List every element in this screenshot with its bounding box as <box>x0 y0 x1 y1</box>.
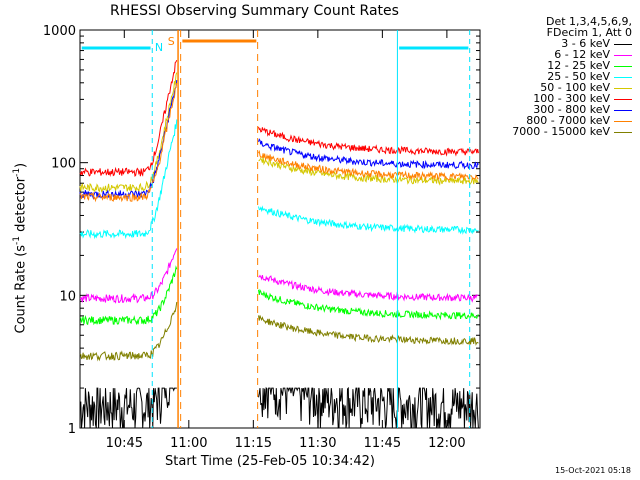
legend-item-label: 7000 - 15000 keV <box>512 125 610 138</box>
legend-item: 800 - 7000 keV <box>526 115 632 126</box>
legend-swatch <box>614 131 632 133</box>
series-line-pre <box>79 72 178 193</box>
x-tick-label: 12:00 <box>428 436 465 451</box>
series-line-pre <box>79 265 178 326</box>
series-line-post <box>258 315 479 346</box>
series-line-post <box>258 156 479 186</box>
legend-swatch <box>614 109 632 111</box>
series-line-pre <box>79 82 178 203</box>
legend-swatch <box>614 43 632 45</box>
legend-header: Det 1,3,4,5,6,9, <box>545 15 632 28</box>
legend-header: FDecim 1, Att 0 <box>546 26 632 39</box>
series-line-post <box>258 288 479 321</box>
series-line-post <box>258 274 479 303</box>
legend-item: 50 - 100 keV <box>540 82 632 93</box>
x-tick-label: 11:45 <box>364 436 401 451</box>
x-tick-label: 10:45 <box>106 436 143 451</box>
legend-item-label: 3 - 6 keV <box>561 37 610 50</box>
legend-swatch <box>614 65 632 67</box>
night-label: N <box>155 41 163 54</box>
legend-item: 6 - 12 keV <box>554 49 632 60</box>
series-line-pre <box>79 248 178 304</box>
series-line-post <box>258 138 479 170</box>
legend-item: 300 - 800 keV <box>533 104 632 115</box>
y-tick-label: 100 <box>51 157 76 172</box>
y-axis-label: Count Rate (s-1 detector-1) <box>12 162 29 334</box>
legend-swatch <box>614 76 632 78</box>
legend-item: 3 - 6 keV <box>561 38 632 49</box>
legend-item-label: 100 - 300 keV <box>533 92 610 105</box>
chart-title: RHESSI Observing Summary Count Rates <box>110 3 399 19</box>
legend-item: 7000 - 15000 keV <box>512 126 632 137</box>
legend-item: 12 - 25 keV <box>547 60 632 71</box>
series-line-pre <box>79 301 178 362</box>
legend-item: 100 - 300 keV <box>533 93 632 104</box>
x-tick-label: 11:00 <box>170 436 207 451</box>
plot-frame <box>79 29 481 429</box>
legend-item: 25 - 50 keV <box>547 71 632 82</box>
footer-date: 15-Oct-2021 05:18 <box>555 466 631 475</box>
legend-item-label: 50 - 100 keV <box>540 81 610 94</box>
x-axis-label: Start Time (25-Feb-05 10:34:42) <box>165 454 375 469</box>
legend-swatch <box>614 98 632 100</box>
legend-swatch <box>614 87 632 89</box>
legend-swatch <box>614 120 632 122</box>
series-line-post <box>258 126 479 157</box>
series-line-post <box>258 149 479 181</box>
legend-item-label: 25 - 50 keV <box>547 70 610 83</box>
legend-item-label: 6 - 12 keV <box>554 48 610 61</box>
series-line-pre <box>79 59 178 177</box>
legend-swatch <box>614 54 632 56</box>
y-tick-label: 1000 <box>43 24 76 39</box>
saa-label: S <box>168 35 175 48</box>
legend-item-label: 300 - 800 keV <box>533 103 610 116</box>
legend-item-label: 12 - 25 keV <box>547 59 610 72</box>
series-line-pre <box>79 119 178 240</box>
series-line-post <box>258 205 479 235</box>
x-tick-label: 11:15 <box>235 436 272 451</box>
y-tick-label: 1 <box>68 422 76 437</box>
y-tick-label: 10 <box>59 289 76 304</box>
series-line-post <box>258 386 479 429</box>
series-line-pre <box>79 387 177 429</box>
legend-item-label: 800 - 7000 keV <box>526 114 610 127</box>
x-tick-label: 11:30 <box>299 436 336 451</box>
